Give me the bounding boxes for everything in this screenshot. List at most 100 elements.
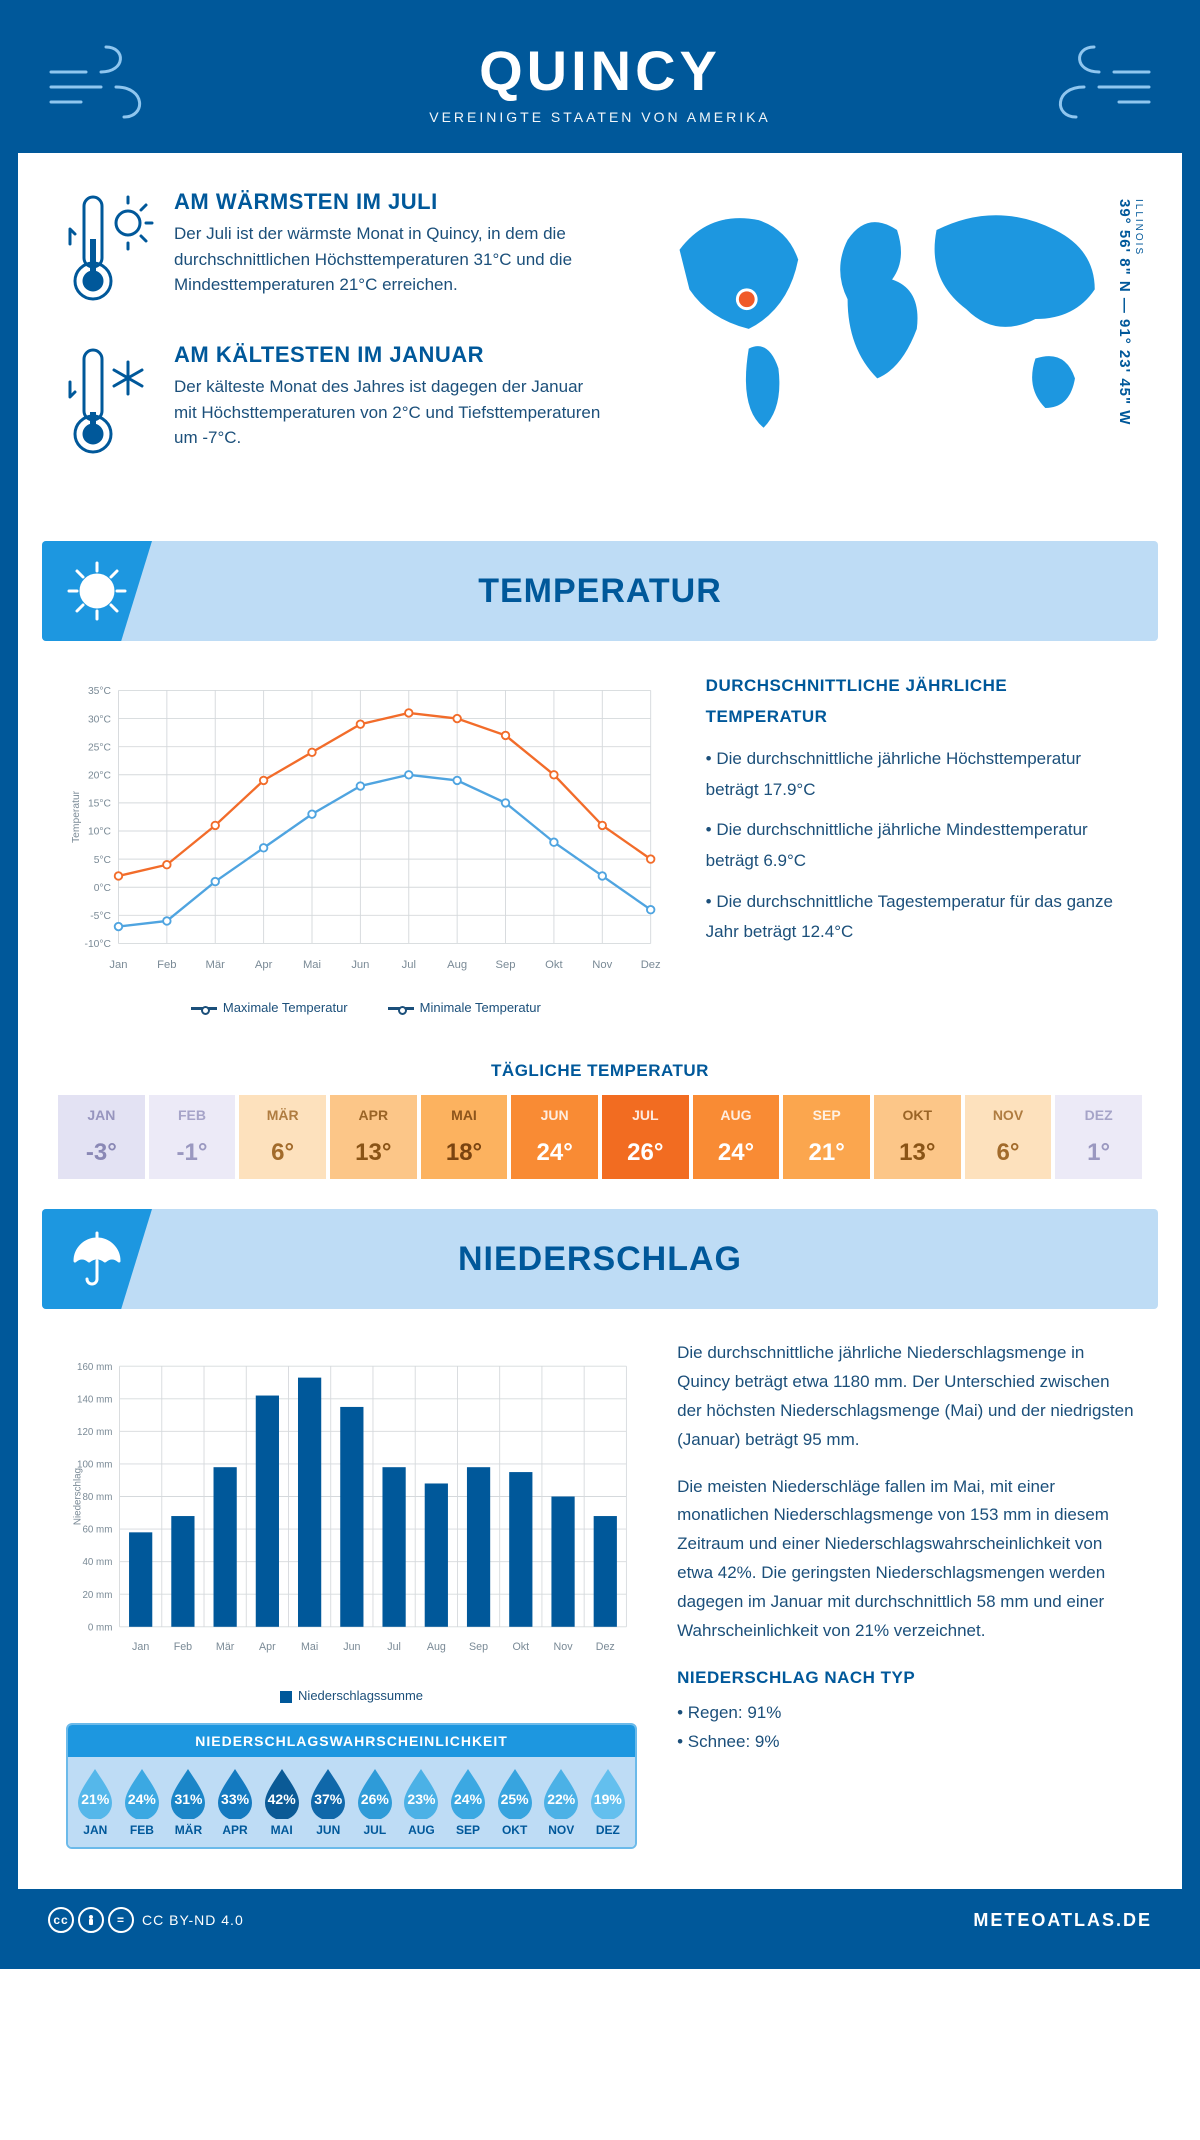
svg-text:Jun: Jun — [351, 959, 369, 971]
svg-text:35°C: 35°C — [88, 686, 112, 697]
svg-text:5°C: 5°C — [94, 855, 112, 866]
daily-temp-cell: JAN-3° — [58, 1095, 145, 1179]
svg-text:Sep: Sep — [469, 1641, 488, 1653]
precipitation-heading: NIEDERSCHLAG — [458, 1240, 742, 1279]
probability-drop: 19% DEZ — [585, 1767, 632, 1837]
probability-drop: 21% JAN — [72, 1767, 119, 1837]
svg-text:140 mm: 140 mm — [77, 1394, 112, 1405]
cc-icon: cc — [48, 1907, 74, 1933]
daily-temp-cell: AUG24° — [693, 1095, 780, 1179]
probability-drop: 23% AUG — [398, 1767, 445, 1837]
daily-temp-cell: JUL26° — [602, 1095, 689, 1179]
svg-text:-5°C: -5°C — [90, 911, 111, 922]
svg-text:80 mm: 80 mm — [82, 1492, 112, 1503]
attribution-icon — [78, 1907, 104, 1933]
probability-heading: NIEDERSCHLAGSWAHRSCHEINLICHKEIT — [68, 1725, 635, 1757]
umbrella-icon — [42, 1209, 152, 1309]
svg-text:Dez: Dez — [641, 959, 661, 971]
svg-text:Mär: Mär — [206, 959, 226, 971]
svg-text:10°C: 10°C — [88, 827, 112, 838]
probability-drop: 25% OKT — [491, 1767, 538, 1837]
thermometer-snowflake-icon — [66, 342, 156, 467]
probability-drop: 24% FEB — [119, 1767, 166, 1837]
svg-text:Feb: Feb — [157, 959, 176, 971]
warmest-heading: AM WÄRMSTEN IM JULI — [174, 189, 610, 215]
svg-text:Nov: Nov — [554, 1641, 574, 1653]
svg-text:Aug: Aug — [447, 959, 467, 971]
svg-text:15°C: 15°C — [88, 799, 112, 810]
probability-drop: 31% MÄR — [165, 1767, 212, 1837]
license-label: cc = CC BY-ND 4.0 — [48, 1907, 244, 1933]
daily-temperature-grid: JAN-3° FEB-1° MÄR6° APR13° MAI18° JUN24°… — [58, 1095, 1142, 1179]
svg-text:160 mm: 160 mm — [77, 1362, 112, 1373]
probability-drop: 22% NOV — [538, 1767, 585, 1837]
brand-label: METEOATLAS.DE — [973, 1910, 1152, 1931]
precipitation-summary-text: Die durchschnittliche jährliche Niedersc… — [677, 1339, 1134, 1849]
header: QUINCY VEREINIGTE STAATEN VON AMERIKA — [18, 18, 1182, 153]
svg-text:Dez: Dez — [596, 1641, 615, 1653]
warmest-text: Der Juli ist der wärmste Monat in Quincy… — [174, 221, 610, 298]
svg-text:Niederschlag: Niederschlag — [72, 1468, 83, 1525]
daily-temp-heading: TÄGLICHE TEMPERATUR — [18, 1061, 1182, 1081]
temperature-summary-text: DURCHSCHNITTLICHE JÄHRLICHE TEMPERATUR •… — [706, 671, 1134, 1015]
daily-temp-cell: MAI18° — [421, 1095, 508, 1179]
country-subtitle: VEREINIGTE STAATEN VON AMERIKA — [18, 109, 1182, 125]
svg-text:Apr: Apr — [255, 959, 273, 971]
svg-text:Jan: Jan — [132, 1641, 149, 1653]
daily-temp-cell: MÄR6° — [239, 1095, 326, 1179]
svg-text:20°C: 20°C — [88, 771, 112, 782]
svg-text:Jul: Jul — [402, 959, 416, 971]
svg-text:Nov: Nov — [592, 959, 612, 971]
precipitation-banner: NIEDERSCHLAG — [42, 1209, 1158, 1309]
nd-icon: = — [108, 1907, 134, 1933]
world-map-icon — [640, 189, 1134, 449]
probability-drop: 24% SEP — [445, 1767, 492, 1837]
warmest-fact: AM WÄRMSTEN IM JULI Der Juli ist der wär… — [66, 189, 610, 314]
daily-temp-cell: OKT13° — [874, 1095, 961, 1179]
svg-text:Feb: Feb — [174, 1641, 192, 1653]
svg-text:Jul: Jul — [387, 1641, 401, 1653]
svg-text:25°C: 25°C — [88, 742, 112, 753]
svg-text:20 mm: 20 mm — [82, 1590, 112, 1601]
infographic-page: QUINCY VEREINIGTE STAATEN VON AMERIKA — [0, 0, 1200, 1969]
coordinates: ILLINOIS 39° 56' 8" N — 91° 23' 45" W — [1116, 199, 1144, 425]
thermometer-sun-icon — [66, 189, 156, 314]
svg-text:Okt: Okt — [545, 959, 563, 971]
footer: cc = CC BY-ND 4.0 METEOATLAS.DE — [18, 1889, 1182, 1951]
temperature-chart: -10°C -5°C 0°C 5°C 10°C 15°C 20°C 25°C 30°C 35°C J… — [66, 671, 666, 1015]
svg-text:Temperatur: Temperatur — [71, 790, 82, 843]
probability-drop: 26% JUL — [352, 1767, 399, 1837]
precipitation-chart: 0 mm20 mm40 mm60 mm80 mm100 mm120 mm140 … — [66, 1339, 637, 1679]
summary-section: AM WÄRMSTEN IM JULI Der Juli ist der wär… — [18, 153, 1182, 531]
temperature-heading: TEMPERATUR — [478, 572, 722, 611]
coldest-fact: AM KÄLTESTEN IM JANUAR Der kälteste Mona… — [66, 342, 610, 467]
probability-box: NIEDERSCHLAGSWAHRSCHEINLICHKEIT 21% JAN … — [66, 1723, 637, 1849]
svg-text:Mär: Mär — [216, 1641, 235, 1653]
coldest-heading: AM KÄLTESTEN IM JANUAR — [174, 342, 610, 368]
temperature-banner: TEMPERATUR — [42, 541, 1158, 641]
probability-drop: 37% JUN — [305, 1767, 352, 1837]
svg-text:Mai: Mai — [301, 1641, 318, 1653]
svg-text:0°C: 0°C — [94, 883, 112, 894]
daily-temp-cell: DEZ1° — [1055, 1095, 1142, 1179]
daily-temp-cell: FEB-1° — [149, 1095, 236, 1179]
svg-text:Apr: Apr — [259, 1641, 276, 1653]
svg-text:40 mm: 40 mm — [82, 1557, 112, 1568]
svg-text:Mai: Mai — [303, 959, 321, 971]
daily-temp-cell: APR13° — [330, 1095, 417, 1179]
svg-text:-10°C: -10°C — [85, 939, 112, 950]
svg-text:30°C: 30°C — [88, 714, 112, 725]
svg-text:60 mm: 60 mm — [82, 1525, 112, 1536]
svg-text:0 mm: 0 mm — [88, 1622, 113, 1633]
precipitation-legend: Niederschlagssumme — [66, 1688, 637, 1703]
daily-temp-cell: JUN24° — [511, 1095, 598, 1179]
svg-text:120 mm: 120 mm — [77, 1427, 112, 1438]
probability-drop: 33% APR — [212, 1767, 259, 1837]
daily-temp-cell: SEP21° — [783, 1095, 870, 1179]
svg-text:Jan: Jan — [109, 959, 127, 971]
svg-text:Okt: Okt — [512, 1641, 529, 1653]
probability-drop: 42% MAI — [258, 1767, 305, 1837]
sun-icon — [42, 541, 152, 641]
svg-text:Jun: Jun — [343, 1641, 360, 1653]
city-title: QUINCY — [18, 38, 1182, 103]
